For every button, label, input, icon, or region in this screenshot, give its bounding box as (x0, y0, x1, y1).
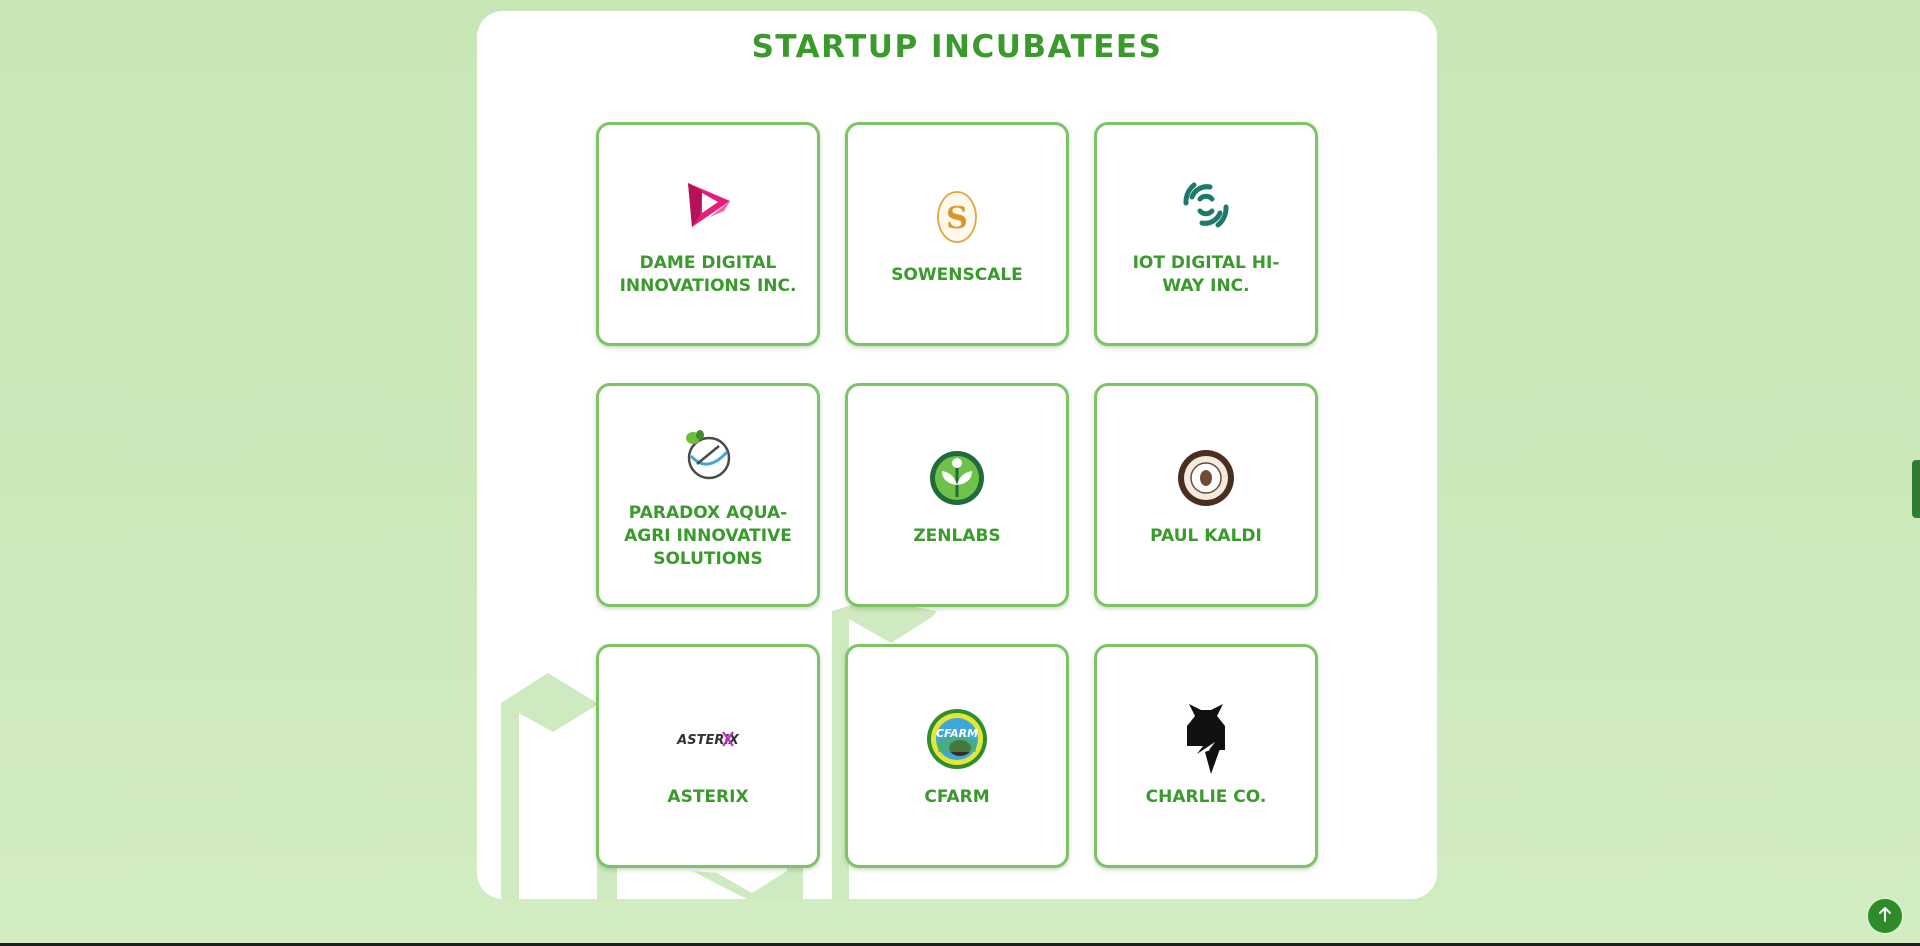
incubatee-name: IOT DIGITAL HI-WAY INC. (1132, 253, 1280, 296)
taskbar-edge (0, 943, 1920, 946)
incubatee-name: CFARM (924, 786, 990, 807)
incubatee-card[interactable]: ASTERiX ASTERIX (596, 644, 820, 868)
iot-digital-logo (1171, 170, 1241, 240)
incubatee-card[interactable]: ZENLABS (845, 383, 1069, 607)
arrow-up-icon (1877, 905, 1893, 927)
incubatee-name: ZENLABS (913, 525, 1001, 546)
incubatee-name: CHARLIE CO. (1145, 786, 1267, 807)
cfarm-logo: CFARM (922, 704, 992, 774)
asterix-logo: ASTERiX (673, 704, 743, 774)
dame-digital-logo (673, 170, 743, 240)
incubatee-card[interactable]: S SOWENSCALE (845, 122, 1069, 346)
zenlabs-logo (922, 443, 992, 513)
section-title: STARTUP INCUBATEES (751, 29, 1163, 65)
incubatee-name: SOWENSCALE (891, 264, 1023, 285)
incubatee-name: PAUL KALDI (1150, 525, 1262, 546)
svg-text:CFARM: CFARM (936, 727, 978, 740)
charlie-co-logo (1171, 703, 1241, 774)
incubatee-name: ASTERIX (667, 786, 749, 807)
incubatees-panel: STARTUP INCUBATEES DAME DIGITAL INNOVATI… (477, 11, 1437, 899)
incubatee-card[interactable]: IOT DIGITAL HI-WAY INC. (1094, 122, 1318, 346)
incubatee-name: PARADOX AQUA-AGRI INNOVATIVE SOLUTIONS (624, 502, 792, 569)
incubatee-card[interactable]: DAME DIGITAL INNOVATIONS INC. (596, 122, 820, 346)
paul-kaldi-logo (1171, 443, 1241, 513)
svg-text:S: S (946, 201, 968, 236)
back-to-top-button[interactable] (1866, 897, 1904, 935)
sowenscale-logo: S (922, 182, 992, 252)
incubatee-card[interactable]: PARADOX AQUA-AGRI INNOVATIVE SOLUTIONS (596, 383, 820, 607)
incubatee-grid: DAME DIGITAL INNOVATIONS INC. S SOWENSCA… (596, 122, 1318, 868)
scrollbar-thumb[interactable] (1912, 460, 1920, 518)
incubatee-name: DAME DIGITAL INNOVATIONS INC. (619, 253, 797, 296)
incubatee-card[interactable]: PAUL KALDI (1094, 383, 1318, 607)
paradox-aqua-agri-logo (673, 420, 743, 490)
incubatee-card[interactable]: CFARM CFARM (845, 644, 1069, 868)
incubatee-card[interactable]: CHARLIE CO. (1094, 644, 1318, 868)
